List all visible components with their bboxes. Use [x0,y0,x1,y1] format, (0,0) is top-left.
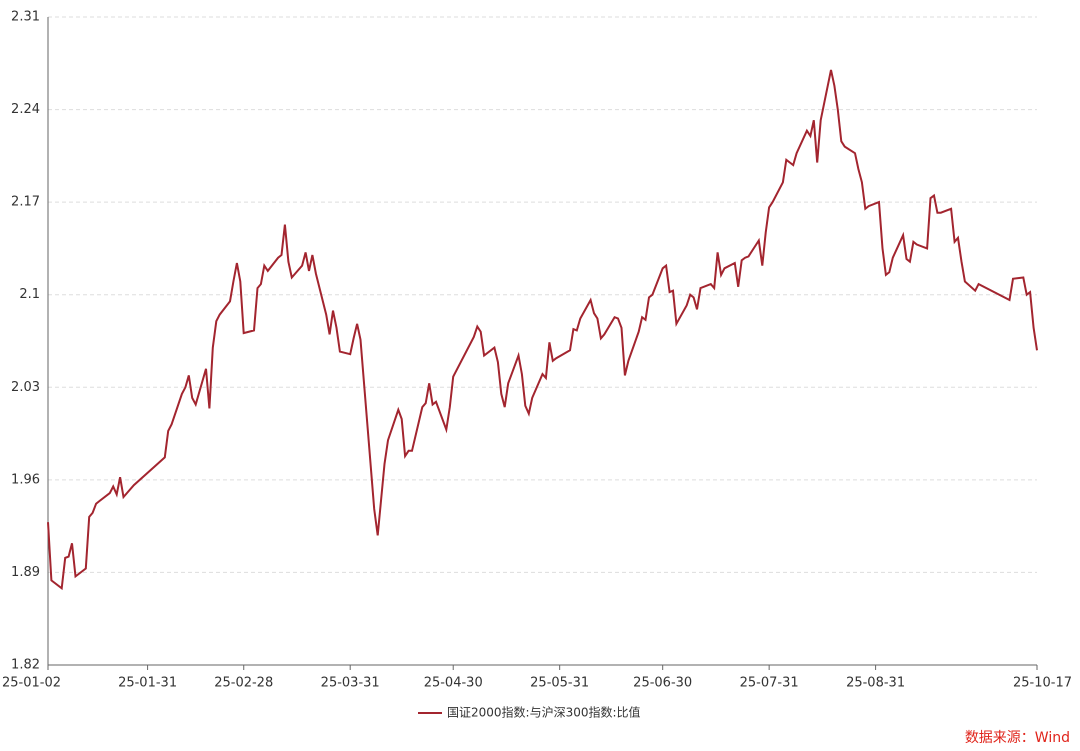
x-tick-label: 25-02-28 [214,676,273,691]
y-tick-label: 2.31 [11,10,40,25]
x-tick-label: 25-10-17 [1013,676,1072,691]
y-tick-label: 2.24 [11,102,40,117]
x-tick-label: 25-06-30 [633,676,692,691]
y-tick-label: 2.17 [11,195,40,210]
y-tick-label: 2.1 [19,287,40,302]
x-tick-label: 25-07-31 [740,676,799,691]
data-line [47,69,1038,591]
x-tick-label: 25-04-30 [424,676,483,691]
x-tick-label: 25-03-31 [321,676,380,691]
x-tick-label: 25-01-02 [2,676,61,691]
y-tick-label: 1.89 [11,565,40,580]
y-tick-label: 1.96 [11,472,40,487]
x-tick-label: 25-05-31 [530,676,589,691]
legend-label: 国证2000指数:与沪深300指数:比值 [447,705,641,720]
y-tick-label: 1.82 [11,658,40,673]
x-tick-label: 25-01-31 [118,676,177,691]
source-note: 数据来源：Wind [965,730,1070,746]
x-tick-label: 25-08-31 [846,676,905,691]
y-tick-label: 2.03 [11,380,40,395]
